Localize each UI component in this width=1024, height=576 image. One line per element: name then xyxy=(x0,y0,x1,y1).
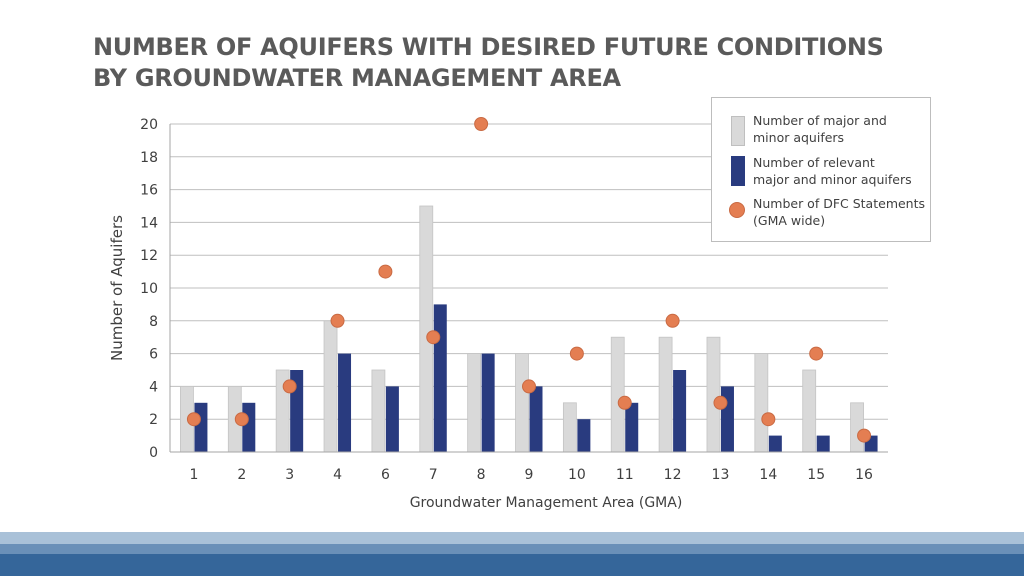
x-tick-label-13: 13 xyxy=(712,467,730,483)
dot-dfc-gma-1 xyxy=(186,412,201,427)
y-tick-label-10: 10 xyxy=(140,281,158,297)
x-tick-label-7: 7 xyxy=(429,467,438,483)
dot-dfc-gma-15 xyxy=(809,346,824,361)
x-tick-label-9: 9 xyxy=(525,467,534,483)
y-tick-label-0: 0 xyxy=(149,445,158,461)
dot-dfc-gma-3 xyxy=(282,379,297,394)
bar-major-gma-8 xyxy=(467,353,482,453)
bar-major-gma-9 xyxy=(515,353,529,453)
bar-relevant-gma-2 xyxy=(242,402,256,452)
dot-dfc-gma-16 xyxy=(857,428,872,443)
dot-dfc-gma-11 xyxy=(617,395,632,410)
x-tick-label-6: 6 xyxy=(381,467,390,483)
dot-dfc-gma-6 xyxy=(378,264,393,279)
bar-major-gma-12 xyxy=(658,336,673,453)
x-axis-label: Groundwater Management Area (GMA) xyxy=(410,495,683,511)
bar-major-gma-6 xyxy=(371,369,386,453)
bar-relevant-gma-10 xyxy=(577,419,591,452)
dot-dfc-gma-7 xyxy=(426,330,441,345)
legend-label-dfc-line-1: Number of DFC Statements xyxy=(753,196,926,211)
y-tick-label-6: 6 xyxy=(149,347,158,363)
dot-dfc-gma-12 xyxy=(665,313,680,328)
dot-dfc-gma-2 xyxy=(234,412,249,427)
bar-relevant-gma-6 xyxy=(385,386,399,452)
x-tick-label-16: 16 xyxy=(855,467,873,483)
chart-title-line-2: BY GROUNDWATER MANAGEMENT AREA xyxy=(93,64,621,92)
x-tick-label-2: 2 xyxy=(237,467,246,483)
bar-relevant-gma-4 xyxy=(338,353,352,452)
chart-title-line-1: NUMBER OF AQUIFERS WITH DESIRED FUTURE C… xyxy=(93,33,884,61)
y-tick-label-12: 12 xyxy=(140,248,158,264)
x-tick-label-8: 8 xyxy=(477,467,486,483)
footer-band-mid xyxy=(0,544,1024,554)
legend-label-major-line-2: minor aquifers xyxy=(753,130,845,145)
bar-relevant-gma-12 xyxy=(673,370,687,452)
bar-relevant-gma-14 xyxy=(768,435,782,452)
y-tick-label-16: 16 xyxy=(140,183,158,199)
chart-title: NUMBER OF AQUIFERS WITH DESIRED FUTURE C… xyxy=(93,32,913,94)
y-tick-label-2: 2 xyxy=(149,412,158,428)
bar-relevant-gma-1 xyxy=(194,402,208,452)
bar-major-gma-14 xyxy=(754,353,769,453)
legend-label-major-line-1: Number of major and xyxy=(753,113,887,128)
y-tick-label-14: 14 xyxy=(140,215,158,231)
x-tick-label-3: 3 xyxy=(285,467,294,483)
bar-major-gma-10 xyxy=(562,402,577,453)
bar-major-gma-13 xyxy=(706,336,721,453)
bar-major-gma-15 xyxy=(802,369,817,453)
x-tick-label-15: 15 xyxy=(807,467,825,483)
footer-band-dark xyxy=(0,554,1024,576)
bar-relevant-gma-8 xyxy=(481,353,495,452)
legend-swatch-major xyxy=(731,116,745,146)
x-tick-label-11: 11 xyxy=(616,467,634,483)
x-tick-label-1: 1 xyxy=(189,467,198,483)
bar-major-gma-7 xyxy=(419,205,434,453)
x-tick-label-4: 4 xyxy=(333,467,342,483)
bar-major-gma-11 xyxy=(610,336,625,453)
y-tick-label-18: 18 xyxy=(140,150,158,166)
bar-relevant-gma-7 xyxy=(433,304,447,452)
y-tick-label-20: 20 xyxy=(140,117,158,133)
legend-label-dfc-line-2: (GMA wide) xyxy=(753,213,826,228)
y-tick-label-4: 4 xyxy=(149,379,158,395)
x-tick-label-12: 12 xyxy=(664,467,682,483)
x-tick-label-10: 10 xyxy=(568,467,586,483)
dot-dfc-gma-10 xyxy=(569,346,584,361)
legend-swatch-dfc xyxy=(729,202,745,218)
x-tick-label-14: 14 xyxy=(759,467,777,483)
legend-label-dfc: Number of DFC Statements (GMA wide) xyxy=(753,195,928,229)
bar-major-gma-16 xyxy=(850,402,864,453)
bar-relevant-gma-13 xyxy=(720,386,734,452)
dfc-dots xyxy=(186,117,872,443)
footer-band-light xyxy=(0,532,1024,544)
legend-label-relevant-line-2: major and minor aquifers xyxy=(753,172,912,187)
legend-swatch-relevant xyxy=(731,156,745,186)
dot-dfc-gma-9 xyxy=(522,379,536,394)
legend-label-major: Number of major and minor aquifers xyxy=(753,112,928,146)
bar-major-gma-4 xyxy=(323,320,338,453)
y-tick-label-8: 8 xyxy=(149,314,158,330)
legend: Number of major and minor aquifers Numbe… xyxy=(711,97,931,242)
legend-label-relevant-line-1: Number of relevant xyxy=(753,155,875,170)
y-axis-label: Number of Aquifers xyxy=(108,215,126,361)
dot-dfc-gma-14 xyxy=(761,412,776,427)
dot-dfc-gma-13 xyxy=(713,395,728,410)
dot-dfc-gma-4 xyxy=(330,313,345,328)
legend-label-relevant: Number of relevant major and minor aquif… xyxy=(753,154,928,188)
bar-relevant-gma-11 xyxy=(625,402,639,452)
bar-relevant-gma-15 xyxy=(816,435,830,452)
dot-dfc-gma-8 xyxy=(474,117,489,131)
bar-relevant-gma-9 xyxy=(529,386,543,452)
